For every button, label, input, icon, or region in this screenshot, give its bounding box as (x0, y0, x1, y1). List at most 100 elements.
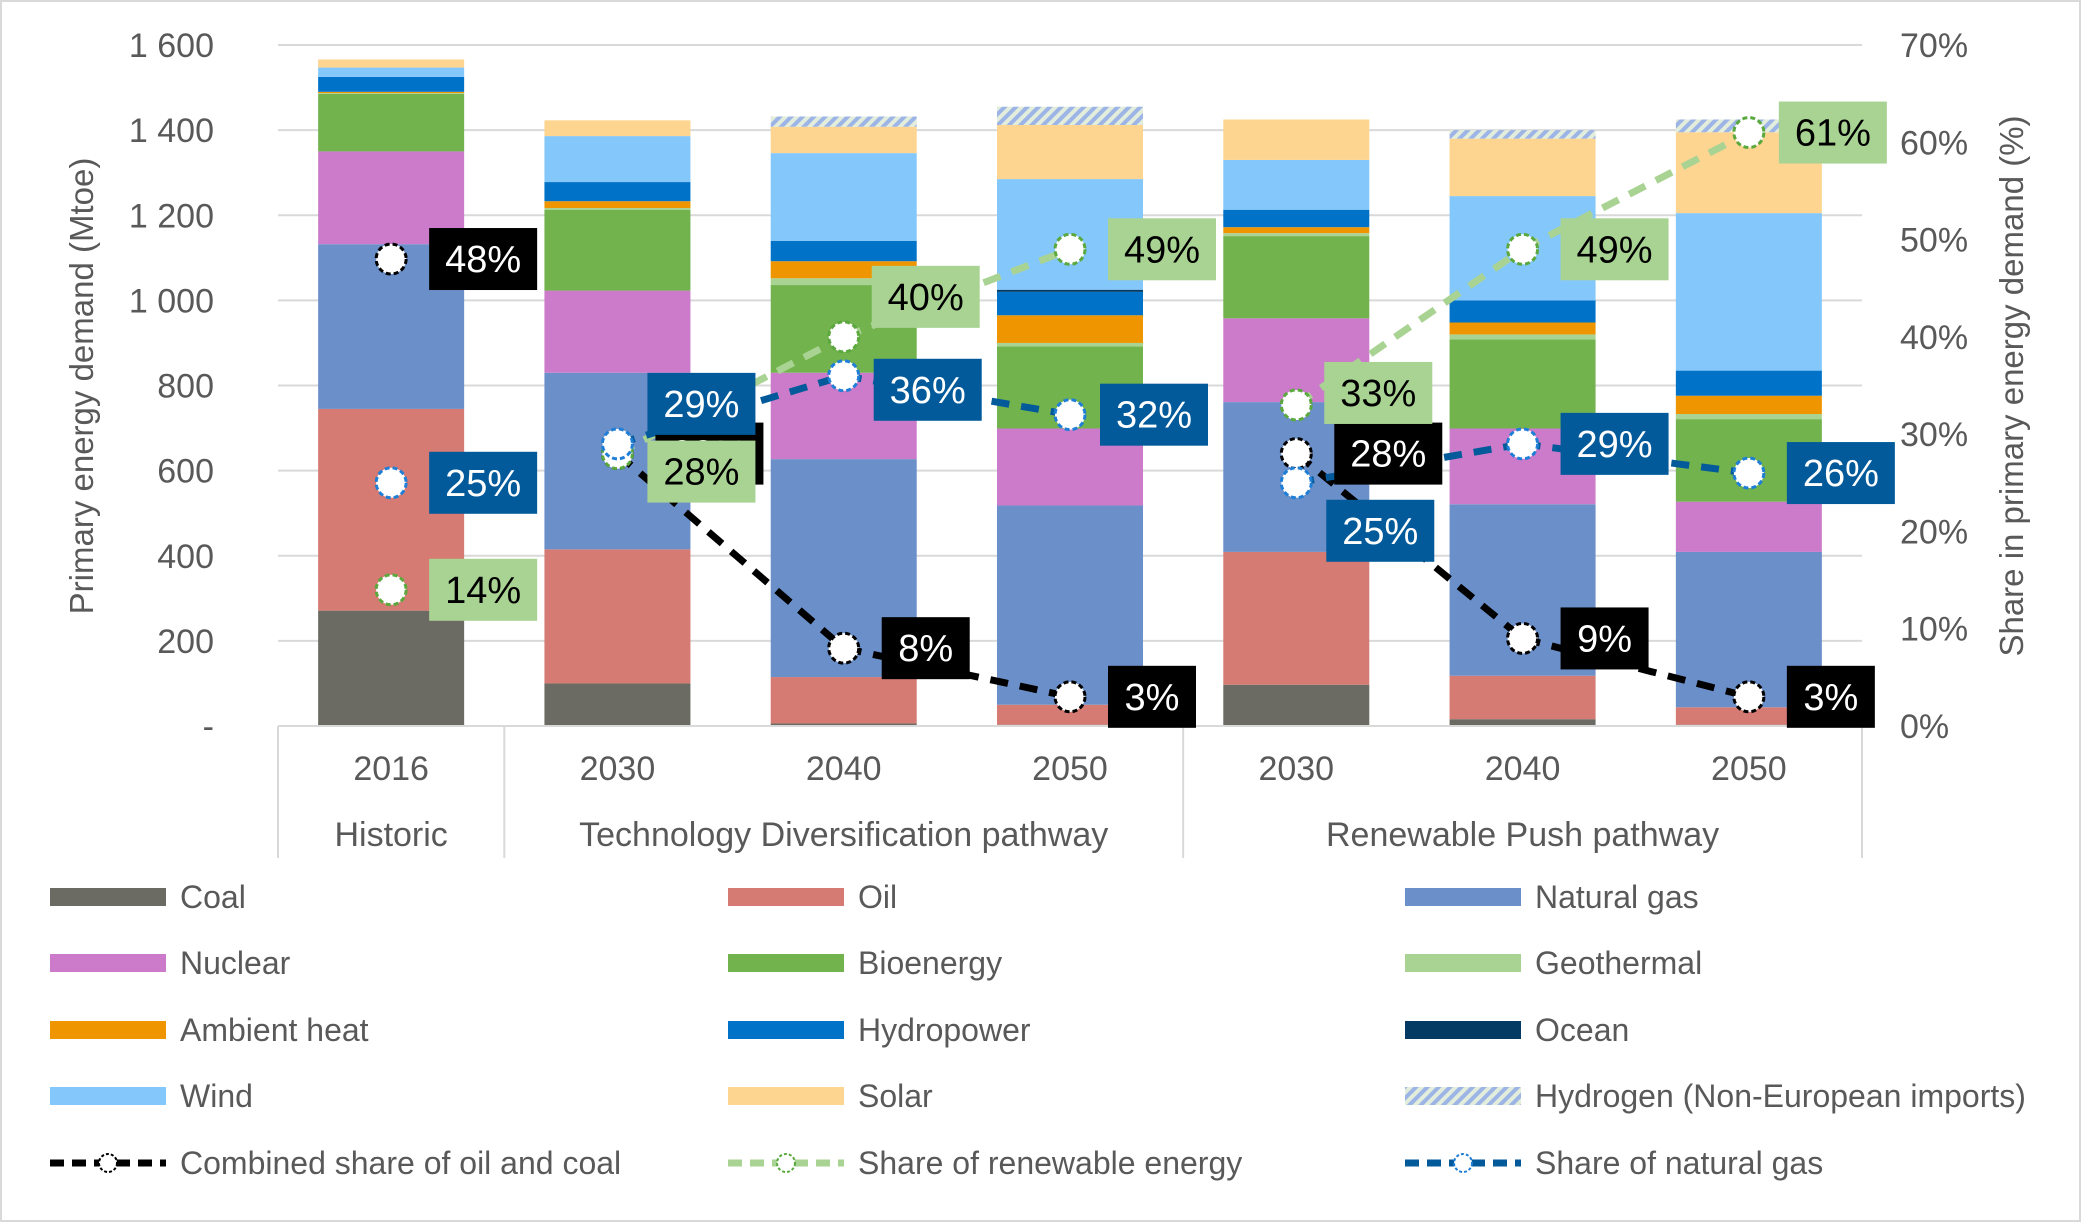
bar-segment-nuclear (1675, 501, 1822, 552)
y-tick-label: 800 (157, 368, 214, 406)
data-label-text: 14% (445, 570, 521, 612)
legend-label: Solar (858, 1078, 933, 1114)
legend-swatch (728, 1087, 844, 1105)
bar-stack (544, 120, 691, 726)
data-label-text: 3% (1803, 677, 1858, 719)
y2-tick-label: 30% (1900, 416, 1968, 454)
legend-label: Combined share of oil and coal (180, 1145, 621, 1181)
line-segment-share-of-natural-gas (1522, 440, 1750, 477)
bar-segment-geothermal (318, 93, 465, 94)
bar-stack (1675, 119, 1822, 726)
data-label-share-of-natural-gas: 32% (1100, 383, 1208, 446)
bar-segment-hydropower (544, 182, 691, 202)
bar-segment-hydrogen-non-european-imports (1449, 130, 1596, 139)
legend-label: Nuclear (180, 945, 291, 981)
bar-segment-solar (1223, 119, 1370, 160)
data-label-share-of-natural-gas: 25% (1326, 499, 1435, 562)
legend-label: Wind (180, 1078, 253, 1114)
data-label-text: 40% (888, 277, 964, 319)
legend-swatch (728, 954, 844, 972)
bar-segment-solar (1449, 138, 1596, 197)
legend-item-oil: Oil (728, 879, 897, 915)
x-tick-label: 2050 (1032, 750, 1108, 788)
x-tick-label: 2030 (1258, 750, 1334, 788)
bar-segment-solar (997, 125, 1143, 180)
data-label-box (881, 617, 970, 680)
y2-tick-label: 50% (1900, 222, 1968, 260)
bar-segment-wind (318, 67, 465, 77)
x-tick-label: 2030 (580, 750, 656, 788)
bar-segment-oil (997, 704, 1143, 725)
legend-item-coal: Coal (50, 879, 246, 915)
data-label-text: 61% (1795, 113, 1871, 155)
marker-share-of-natural-gas (1732, 456, 1766, 490)
marker-combined-share-of-oil-and-coal (827, 631, 861, 665)
legend-item-nuclear: Nuclear (50, 945, 291, 981)
bar-segment-hydrogen-non-european-imports (770, 116, 917, 127)
bar-segment-wind (544, 136, 691, 183)
legend-marker-swatch (1453, 1153, 1473, 1173)
data-label-box (1560, 218, 1669, 281)
data-label-box (429, 451, 538, 514)
y2-tick-label: 0% (1900, 708, 1949, 746)
legend-marker-swatch (98, 1153, 118, 1173)
marker-share-of-renewable-energy (1732, 116, 1766, 150)
legend-label: Share of renewable energy (858, 1145, 1242, 1181)
y-tick-label: - (203, 708, 214, 746)
bar-segment-hydropower (1675, 370, 1822, 396)
legend-swatch (1405, 888, 1521, 906)
data-label-text: 28% (1350, 434, 1426, 476)
x-tick-label: 2040 (806, 750, 882, 788)
bar-segment-hydropower (318, 76, 465, 92)
legend-swatch (728, 1021, 844, 1039)
bar-segment-wind (1675, 213, 1822, 371)
bar-segment-coal (770, 723, 917, 726)
marker-share-of-natural-gas (1279, 466, 1313, 500)
legend-label: Hydrogen (Non-European imports) (1535, 1078, 2026, 1114)
bar-segment-bioenergy (318, 93, 465, 152)
data-label-box (871, 265, 980, 328)
data-label-share-of-renewable-energy: 40% (871, 265, 980, 328)
data-label-text: 29% (1577, 424, 1653, 466)
legend-item-wind: Wind (50, 1078, 253, 1114)
data-label-share-of-natural-gas: 26% (1786, 442, 1895, 505)
bar-segment-solar (770, 126, 917, 154)
data-label-text: 32% (1116, 395, 1192, 437)
data-label-combined-share-of-oil-and-coal: 9% (1560, 607, 1649, 670)
bar-segment-oil (544, 549, 691, 684)
line-segment-share-of-natural-gas (1295, 440, 1524, 487)
data-label-combined-share-of-oil-and-coal: 3% (1108, 665, 1196, 728)
y-tick-label: 1 200 (129, 197, 214, 235)
legend-swatch (728, 888, 844, 906)
data-label-box (429, 228, 538, 291)
bar-segment-ambient-heat (318, 91, 465, 94)
bar-segment-geothermal (997, 342, 1143, 347)
data-label-text: 29% (663, 384, 739, 426)
data-label-box (873, 358, 982, 421)
data-label-share-of-renewable-energy: 49% (1108, 218, 1216, 281)
y-axis-left: - 200 400 600 800 1 000 1 200 1 400 1 600 (129, 27, 214, 746)
legend-item-ocean: Ocean (1405, 1012, 1629, 1048)
legend-swatch (50, 888, 166, 906)
line-segment-combined-share-of-oil-and-coal (1294, 450, 1525, 642)
legend-label: Bioenergy (858, 945, 1002, 981)
legend-label: Share of natural gas (1535, 1145, 1823, 1181)
data-label-share-of-natural-gas: 29% (647, 372, 756, 435)
marker-share-of-natural-gas (600, 427, 634, 461)
data-label-share-of-renewable-energy: 33% (1324, 361, 1433, 424)
y-tick-label: 200 (157, 623, 214, 661)
bar-segment-bioenergy (1223, 236, 1370, 319)
data-label-text: 49% (1577, 229, 1653, 271)
group-label: Historic (334, 816, 447, 854)
bar-segment-oil (770, 677, 917, 724)
legend-label: Geothermal (1535, 945, 1702, 981)
data-label-share-of-renewable-energy: 49% (1560, 218, 1669, 281)
bar-segment-coal (1449, 719, 1596, 726)
data-label-share-of-renewable-energy: 28% (647, 440, 756, 503)
data-label-box (1326, 499, 1435, 562)
data-label-box (1786, 442, 1895, 505)
data-label-share-of-renewable-energy: 61% (1778, 101, 1887, 164)
data-label-combined-share-of-oil-and-coal: 48% (429, 228, 538, 291)
data-label-combined-share-of-oil-and-coal: 3% (1786, 665, 1875, 728)
marker-share-of-natural-gas (374, 466, 408, 500)
